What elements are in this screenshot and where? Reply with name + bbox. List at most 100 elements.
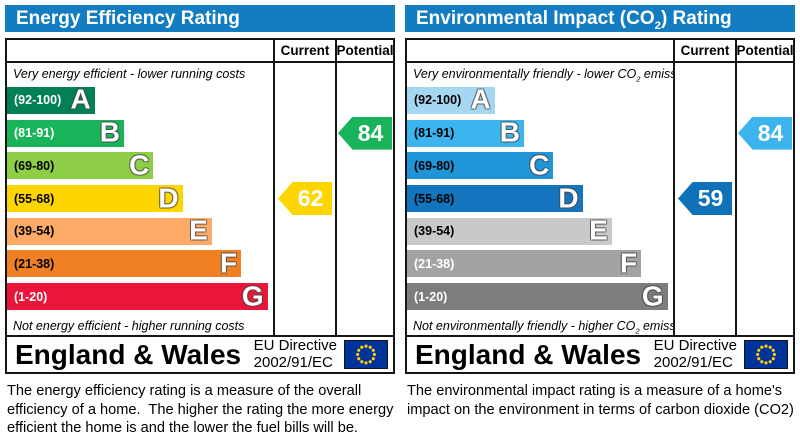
band-row: (81-91) B xyxy=(7,117,273,150)
energy-band-f: (21-38) F xyxy=(7,247,242,279)
co2-description: The environmental impact rating is a mea… xyxy=(407,383,794,418)
band-letter: F xyxy=(219,247,238,279)
band-letter: G xyxy=(241,280,264,312)
band-row: (39-54) E xyxy=(7,215,273,248)
band-range: (55-68) xyxy=(414,191,455,206)
band-letter: A xyxy=(470,83,491,115)
header-spacer xyxy=(407,40,673,61)
energy-band-b: (81-91) B xyxy=(7,116,125,148)
band-row: (69-80) C xyxy=(407,149,673,182)
energy-panel-title: Energy Efficiency Rating xyxy=(5,5,395,32)
band-range: (81-91) xyxy=(14,126,55,141)
band-letter: B xyxy=(99,116,121,148)
co2-band-f: (21-38) F xyxy=(407,247,642,279)
co2-panel-title: Environmental Impact (CO2) Rating xyxy=(405,5,795,32)
energy-band-d: (55-68) D xyxy=(7,181,183,213)
band-row: (1-20) G xyxy=(7,280,273,313)
energy-band-a: (92-100) A xyxy=(7,83,95,115)
band-range: (21-38) xyxy=(14,256,55,271)
band-range: (92-100) xyxy=(414,93,462,108)
co2-band-column: Very environmentally friendly - lower CO… xyxy=(407,63,673,335)
band-range: (69-80) xyxy=(414,158,455,173)
co2-header-row: Current Potential xyxy=(407,40,794,63)
band-row: (55-68) D xyxy=(7,182,273,215)
band-range: (1-20) xyxy=(14,289,48,304)
current-column-header: Current xyxy=(273,40,335,61)
co2-current-value-arrow: 59 xyxy=(678,182,732,215)
band-letter: A xyxy=(70,83,91,115)
band-range: (1-20) xyxy=(414,289,448,304)
energy-description: The energy efficiency rating is a measur… xyxy=(7,383,398,437)
band-range: (21-38) xyxy=(414,256,455,271)
band-letter: C xyxy=(529,149,550,181)
header-spacer xyxy=(7,40,273,61)
energy-current-value-arrow: 62 xyxy=(278,182,332,215)
region-label: England & Wales xyxy=(415,338,642,370)
current-column-header: Current xyxy=(673,40,735,61)
band-letter: G xyxy=(641,280,664,312)
environmental-impact-panel: Environmental Impact (CO2) Rating Curren… xyxy=(405,5,795,438)
eu-flag-icon xyxy=(744,340,788,369)
band-letter: E xyxy=(589,214,608,246)
potential-column-header: Potential xyxy=(735,40,794,61)
co2-band-d: (55-68) D xyxy=(407,181,583,213)
energy-efficiency-panel: Energy Efficiency Rating Current Potenti… xyxy=(5,5,395,438)
band-row: (92-100) A xyxy=(7,84,273,117)
energy-bottom-caption: Not energy efficient - higher running co… xyxy=(13,319,245,333)
energy-current-column: 62 xyxy=(273,63,335,335)
band-range: (39-54) xyxy=(14,224,55,239)
co2-top-caption: Very environmentally friendly - lower CO… xyxy=(413,67,673,83)
band-row: (21-38) F xyxy=(407,248,673,281)
band-letter: C xyxy=(129,149,150,181)
band-letter: D xyxy=(558,181,579,213)
energy-band-column: Very energy efficient - lower running co… xyxy=(7,63,273,335)
eu-flag-icon xyxy=(344,340,388,369)
energy-band-g: (1-20) G xyxy=(7,280,268,312)
energy-band-e: (39-54) E xyxy=(7,214,212,246)
band-range: (39-54) xyxy=(414,224,455,239)
band-range: (55-68) xyxy=(14,191,55,206)
eu-directive-label: EU Directive 2002/91/EC xyxy=(253,337,337,371)
title-text: Energy Efficiency Rating xyxy=(16,8,240,29)
co2-chart-row: Very environmentally friendly - lower CO… xyxy=(407,63,793,335)
band-row: (92-100) A xyxy=(407,84,673,117)
co2-band-e: (39-54) E xyxy=(407,214,612,246)
title-text: Environmental Impact (CO xyxy=(416,8,655,29)
band-row: (81-91) B xyxy=(407,117,673,150)
title-subscript: 2 xyxy=(654,19,661,32)
band-row: (1-20) G xyxy=(407,280,673,313)
co2-table: Current Potential Very environmentally f… xyxy=(405,38,795,374)
band-row: (69-80) C xyxy=(7,149,273,182)
energy-top-caption: Very energy efficient - lower running co… xyxy=(13,67,246,81)
band-letter: D xyxy=(158,181,179,213)
co2-band-a: (92-100) A xyxy=(407,83,495,115)
co2-band-c: (69-80) C xyxy=(407,149,554,181)
co2-region-row: England & Wales EU Directive 2002/91/EC xyxy=(407,335,793,372)
energy-bands: (92-100) A (81-91) B (69 xyxy=(7,83,273,315)
band-row: (55-68) D xyxy=(407,182,673,215)
potential-column-header: Potential xyxy=(335,40,394,61)
eu-directive-label: EU Directive 2002/91/EC xyxy=(653,337,737,371)
band-range: (69-80) xyxy=(14,158,55,173)
co2-band-b: (81-91) B xyxy=(407,116,525,148)
co2-potential-value-arrow: 84 xyxy=(738,116,792,150)
energy-header-row: Current Potential xyxy=(7,40,394,63)
band-row: (39-54) E xyxy=(407,215,673,248)
energy-chart-row: Very energy efficient - lower running co… xyxy=(7,63,393,335)
band-letter: F xyxy=(619,247,638,279)
co2-band-g: (1-20) G xyxy=(407,280,668,312)
energy-potential-column: 84 xyxy=(335,63,393,335)
co2-current-column: 59 xyxy=(673,63,735,335)
title-suffix: ) Rating xyxy=(660,8,732,29)
co2-bands: (92-100) A (81-91) B (69 xyxy=(407,83,673,315)
co2-bottom-caption: Not environmentally friendly - higher CO… xyxy=(413,319,673,335)
band-letter: B xyxy=(499,116,521,148)
band-row: (21-38) F xyxy=(7,248,273,281)
energy-table: Current Potential Very energy efficient … xyxy=(5,38,395,374)
band-range: (92-100) xyxy=(14,93,62,108)
co2-potential-column: 84 xyxy=(735,63,793,335)
energy-potential-value-arrow: 84 xyxy=(338,116,392,150)
energy-band-c: (69-80) C xyxy=(7,149,154,181)
band-letter: E xyxy=(189,214,208,246)
